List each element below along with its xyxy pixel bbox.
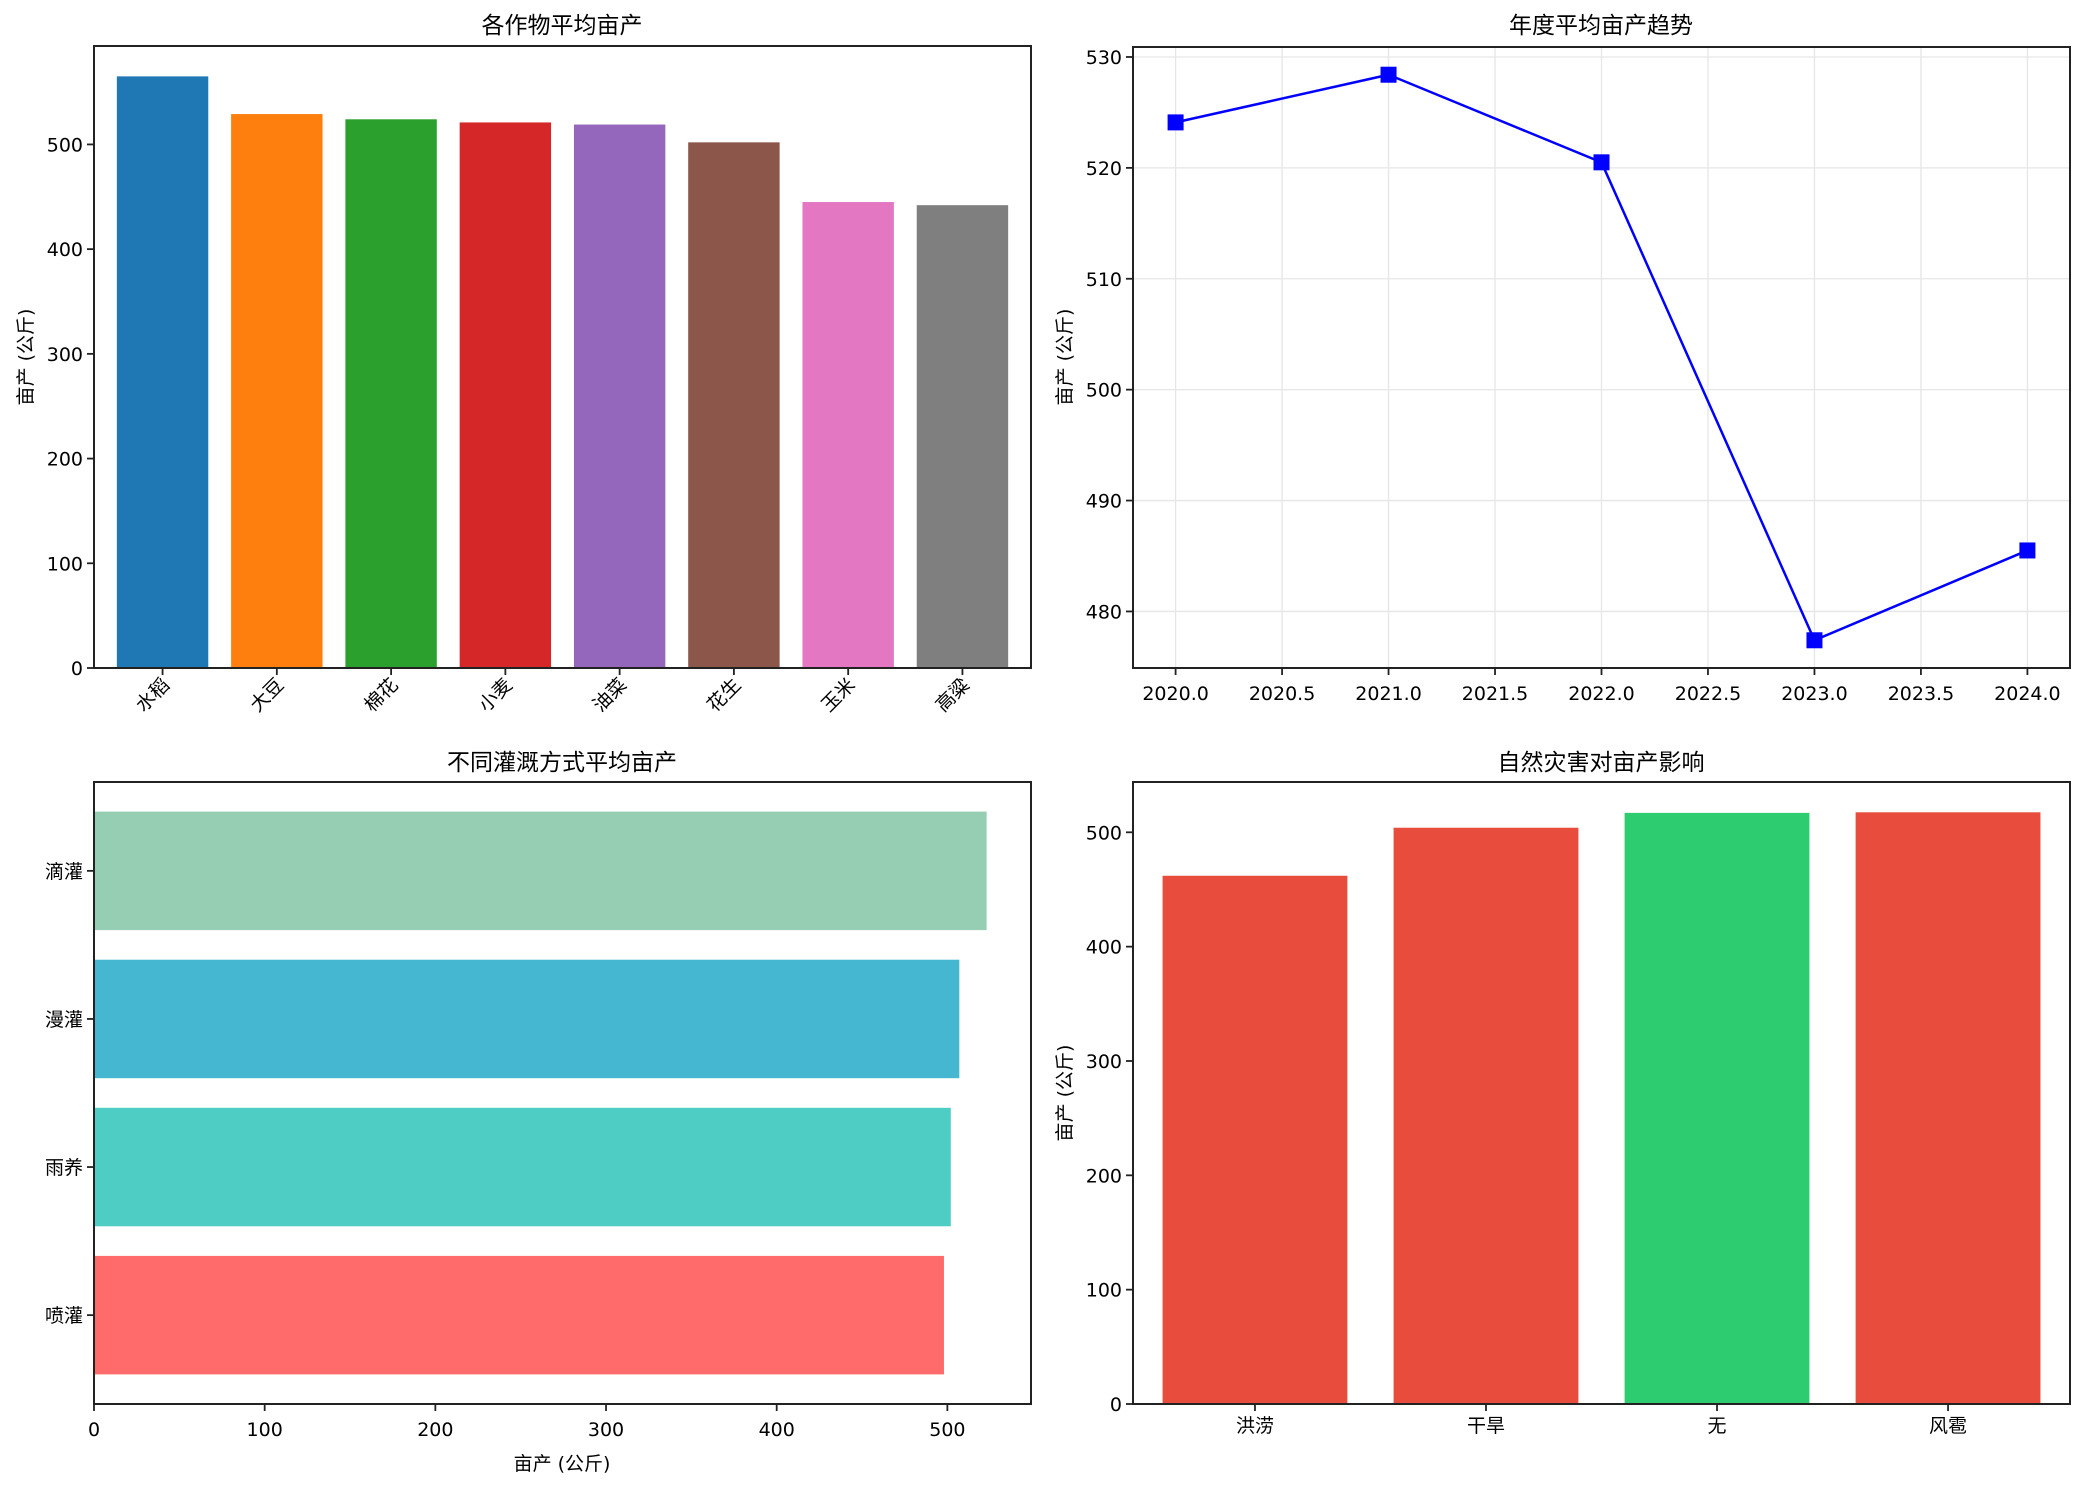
y-tick-label: 100 bbox=[1086, 1280, 1122, 1302]
y-tick-label: 200 bbox=[47, 449, 83, 471]
bar-水稻 bbox=[116, 76, 209, 668]
x-tick-label: 2020.0 bbox=[1142, 683, 1208, 705]
bar-洪涝 bbox=[1162, 875, 1348, 1404]
data-point-2020 bbox=[1167, 114, 1184, 131]
x-tick-label: 300 bbox=[588, 1419, 624, 1441]
x-tick-label: 2023.5 bbox=[1888, 683, 1954, 705]
y-tick-label: 300 bbox=[47, 344, 83, 366]
y-tick-label: 200 bbox=[1086, 1165, 1122, 1187]
x-tick-label: 2024.0 bbox=[1994, 683, 2060, 705]
x-tick-label: 200 bbox=[417, 1419, 453, 1441]
y-tick-label: 500 bbox=[1086, 380, 1122, 402]
bar-油菜 bbox=[573, 124, 666, 669]
bar-干旱 bbox=[1393, 827, 1579, 1404]
panel-irrigation-yield: 不同灌溉方式平均亩产 亩产 (公斤) 喷灌 雨养 漫灌 滴灌 0 100 200 300 400… bbox=[45, 750, 1032, 1475]
x-tick-label: 洪涝 bbox=[1236, 1415, 1274, 1437]
chart-title: 各作物平均亩产 bbox=[482, 13, 643, 39]
y-tick-label: 500 bbox=[47, 134, 83, 156]
y-tick-label: 300 bbox=[1086, 1051, 1122, 1073]
x-tick-label: 2023.0 bbox=[1781, 683, 1847, 705]
bar-风雹 bbox=[1855, 812, 2041, 1404]
y-axis-label: 亩产 (公斤) bbox=[1054, 309, 1076, 406]
chart-title: 不同灌溉方式平均亩产 bbox=[447, 750, 677, 776]
bar-花生 bbox=[688, 142, 780, 669]
bar-无 bbox=[1624, 812, 1810, 1404]
chart-title: 年度平均亩产趋势 bbox=[1509, 13, 1693, 39]
y-tick-label: 510 bbox=[1086, 269, 1122, 291]
y-tick-label: 530 bbox=[1086, 47, 1122, 69]
bar-大豆 bbox=[231, 114, 323, 669]
bar-小麦 bbox=[459, 122, 552, 668]
x-tick-label: 500 bbox=[929, 1419, 965, 1441]
y-tick-label: 0 bbox=[1110, 1394, 1122, 1416]
bar-漫灌 bbox=[94, 959, 960, 1079]
y-axis-label: 亩产 (公斤) bbox=[15, 309, 37, 406]
x-tick-label: 2021.5 bbox=[1462, 683, 1528, 705]
x-tick-label: 玉米 bbox=[817, 674, 859, 716]
bar-棉花 bbox=[345, 119, 437, 668]
x-tick-label: 棉花 bbox=[360, 674, 402, 716]
y-tick-label: 400 bbox=[47, 239, 83, 261]
x-tick-label: 水稻 bbox=[132, 674, 174, 716]
x-tick-label: 100 bbox=[247, 1419, 283, 1441]
panel-crop-yield: 各作物平均亩产 亩产 (公斤) 水稻 大豆 棉花 小麦 油菜 花生 玉米 高粱 0 100 200 3… bbox=[15, 13, 1032, 716]
x-tick-label: 0 bbox=[88, 1419, 100, 1441]
axes-frame bbox=[93, 45, 1032, 669]
data-point-2022 bbox=[1593, 154, 1610, 171]
y-tick-label: 500 bbox=[1086, 822, 1122, 844]
x-tick-label: 高粱 bbox=[932, 674, 974, 716]
chart-title: 自然灾害对亩产影响 bbox=[1498, 750, 1705, 776]
y-tick-label: 490 bbox=[1086, 491, 1122, 513]
y-tick-label: 喷灌 bbox=[45, 1305, 83, 1327]
y-tick-label: 漫灌 bbox=[45, 1009, 83, 1031]
bar-雨养 bbox=[94, 1107, 951, 1227]
axes-frame bbox=[1132, 46, 2071, 669]
y-tick-label: 100 bbox=[47, 553, 83, 575]
bar-玉米 bbox=[802, 202, 894, 669]
x-tick-label: 大豆 bbox=[246, 674, 288, 716]
x-tick-label: 2022.5 bbox=[1675, 683, 1741, 705]
y-tick-label: 400 bbox=[1086, 937, 1122, 959]
panel-disaster-impact: 自然灾害对亩产影响 亩产 (公斤) 洪涝 干旱 无 风雹 0 100 200 300 400 50… bbox=[1054, 750, 2071, 1437]
x-tick-label: 2020.5 bbox=[1249, 683, 1315, 705]
x-tick-label: 小麦 bbox=[474, 674, 516, 716]
x-tick-label: 油菜 bbox=[589, 674, 631, 716]
x-tick-label: 无 bbox=[1708, 1415, 1727, 1437]
y-tick-label: 雨养 bbox=[45, 1157, 83, 1179]
panel-yearly-trend: 年度平均亩产趋势 亩产 (公斤) 2020.0 2020.5 2021.0 2021.… bbox=[1054, 13, 2071, 705]
axes-frame bbox=[93, 781, 1032, 1405]
x-axis-label: 亩产 (公斤) bbox=[514, 1453, 611, 1475]
bar-喷灌 bbox=[94, 1255, 944, 1375]
y-tick-label: 480 bbox=[1086, 601, 1122, 623]
bar-高粱 bbox=[916, 205, 1009, 668]
y-tick-label: 520 bbox=[1086, 158, 1122, 180]
y-axis-label: 亩产 (公斤) bbox=[1054, 1045, 1076, 1142]
y-tick-label: 滴灌 bbox=[45, 861, 83, 883]
data-point-2024 bbox=[2019, 542, 2036, 559]
data-point-2021 bbox=[1380, 66, 1397, 83]
x-tick-label: 2021.0 bbox=[1355, 683, 1421, 705]
data-point-2023 bbox=[1806, 632, 1823, 649]
x-tick-label: 干旱 bbox=[1467, 1415, 1505, 1437]
y-tick-label: 0 bbox=[71, 658, 83, 680]
axes-frame bbox=[1132, 781, 2071, 1405]
x-tick-label: 花生 bbox=[703, 674, 745, 716]
x-tick-label: 400 bbox=[759, 1419, 795, 1441]
x-tick-label: 2022.0 bbox=[1568, 683, 1634, 705]
x-tick-label: 风雹 bbox=[1929, 1415, 1967, 1437]
bar-滴灌 bbox=[94, 811, 987, 931]
